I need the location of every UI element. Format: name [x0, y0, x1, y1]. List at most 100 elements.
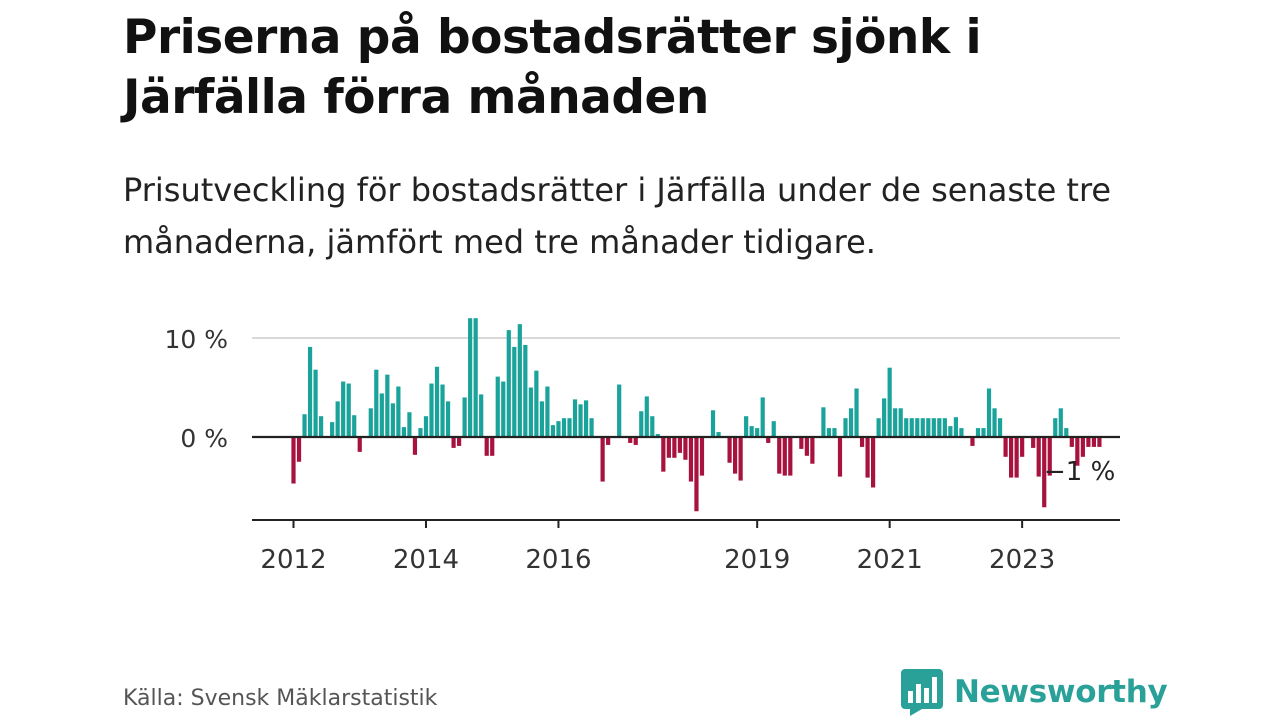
x-tick-label: 2019: [724, 545, 790, 575]
bar: [920, 418, 925, 437]
bar: [490, 437, 495, 456]
bar: [429, 383, 434, 437]
bar: [931, 418, 936, 437]
bar: [1058, 408, 1063, 437]
bar: [1047, 437, 1052, 476]
bar: [981, 428, 986, 437]
bar: [1080, 437, 1085, 457]
bar: [495, 376, 500, 437]
bar: [545, 386, 550, 437]
bar: [975, 428, 981, 437]
bar: [501, 381, 506, 437]
newsworthy-brand: Newsworthy: [900, 666, 1168, 718]
bar: [457, 437, 462, 446]
bar: [639, 411, 644, 437]
bar: [528, 387, 533, 437]
newsworthy-logo-icon: [901, 669, 943, 716]
bar: [1097, 437, 1102, 447]
tick-labels: 0 % 10 % 2012 2014 2016 2019 2021 2023 −1 %: [164, 325, 1115, 575]
bar: [296, 437, 302, 462]
bar: [782, 437, 787, 476]
bar: [473, 318, 478, 437]
bar: [688, 437, 694, 482]
bar: [904, 418, 909, 437]
bar: [396, 386, 401, 437]
bar: [871, 437, 876, 488]
bar: [760, 397, 765, 437]
bar: [561, 418, 567, 437]
bar: [710, 410, 716, 437]
bar: [606, 437, 611, 445]
bar: [986, 388, 992, 437]
bar: [959, 428, 964, 437]
bar: [876, 418, 881, 437]
x-tick-label: 2012: [260, 545, 326, 575]
bar: [887, 367, 892, 437]
bar: [407, 412, 412, 437]
bar: [733, 437, 738, 474]
bar: [970, 437, 975, 446]
bar: [302, 414, 307, 437]
bar: [423, 416, 429, 437]
bar: [583, 400, 589, 437]
bar: [992, 408, 997, 437]
bar: [401, 427, 406, 437]
bar: [843, 418, 848, 437]
bar: [600, 437, 605, 482]
bar: [1069, 437, 1074, 447]
bar: [484, 437, 489, 456]
bar: [942, 418, 947, 437]
bar: [777, 437, 782, 474]
bar: [749, 426, 754, 437]
bar: [821, 407, 826, 437]
bar: [418, 428, 423, 437]
bar: [677, 437, 682, 453]
source-note: Källa: Svensk Mäklarstatistik: [123, 686, 438, 711]
bar: [661, 437, 666, 472]
bar: [617, 384, 622, 437]
bar: [771, 421, 776, 437]
bar: [650, 416, 655, 437]
bar: [1003, 437, 1008, 457]
bar: [468, 318, 473, 437]
bar: [1009, 437, 1014, 478]
bar: [909, 418, 914, 437]
bar: [523, 344, 528, 437]
bar: [628, 437, 633, 443]
bar: [556, 421, 561, 437]
bar: [589, 418, 594, 437]
bar: [810, 437, 815, 464]
x-tick-label: 2023: [989, 545, 1055, 575]
bar: [451, 437, 456, 448]
bar: [445, 401, 451, 437]
bar: [865, 437, 870, 478]
brand-name: Newsworthy: [954, 674, 1168, 710]
chart-subtitle: Prisutveckling för bostadsrätter i Järfä…: [123, 171, 1112, 261]
bar: [506, 330, 511, 437]
bar: [926, 418, 931, 437]
bar: [1086, 437, 1091, 447]
price-change-bar-chart: 0 % 10 % 2012 2014 2016 2019 2021 2023 −1 %: [164, 318, 1120, 575]
bar: [512, 346, 517, 437]
y-tick-label: 0 %: [180, 424, 228, 453]
bar: [882, 398, 887, 437]
bar: [699, 437, 705, 476]
bar: [915, 418, 920, 437]
bar: [953, 417, 958, 437]
bar: [672, 437, 677, 458]
bar: [357, 437, 362, 452]
bar: [517, 324, 522, 437]
bar: [352, 415, 357, 437]
bar: [534, 370, 539, 437]
bar: [1020, 437, 1025, 457]
last-value-label: −1 %: [1044, 457, 1115, 487]
bar: [666, 437, 671, 458]
bar: [937, 418, 942, 437]
x-tick-label: 2021: [857, 545, 923, 575]
y-tick-label: 10 %: [164, 325, 228, 354]
bar: [1042, 437, 1047, 508]
chart-title: Priserna på bostadsrätter sjönk i Järfäl…: [123, 10, 982, 125]
bar: [948, 426, 953, 437]
bar: [804, 437, 809, 456]
bar: [479, 394, 484, 437]
